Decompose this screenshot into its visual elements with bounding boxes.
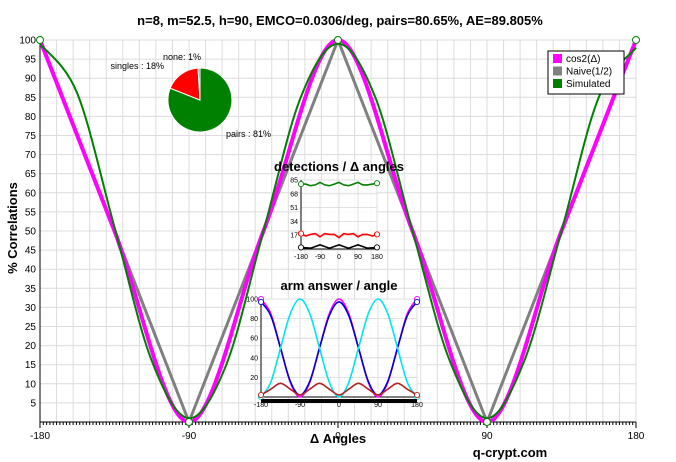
inset-y-tick-label: 40 [250,355,258,362]
inset-y-tick-label: 51 [290,205,298,212]
inset-title: arm answer / angle [280,278,397,293]
inset-x-tick-label: 90 [374,402,382,409]
y-tick-label: 25 [25,322,37,333]
inset-series-3 [260,382,418,396]
inset-series-1 [260,301,418,396]
pie-label-singles: singles : 18% [110,61,164,71]
legend-swatch [553,54,562,63]
pie-slice [197,67,201,101]
inset-y-tick-label: 20 [250,375,258,382]
series-marker [36,36,44,44]
inset-series-1 [300,232,378,239]
y-tick-label: 95 [25,55,37,66]
x-axis-label: Δ Angles [310,431,366,446]
y-tick-label: 75 [25,131,37,142]
series-marker [334,36,342,44]
pie-slice [167,67,233,133]
inset-marker [373,180,381,187]
x-tick-label: 0 [335,431,341,442]
inset-y-tick-label: 60 [250,336,258,343]
series-marker [185,418,193,426]
inset-y-tick-label: 34 [290,219,298,226]
inset-detections: 17 34 51 68 85 -180 -90 0 90 180 detections / Δ an… [274,159,404,261]
inset-x-tick-label: 0 [337,254,341,261]
legend-swatch [553,66,562,76]
y-tick-label: 15 [25,360,37,371]
pie-chart: pairs : 81% singles : 18%none: 1% [110,52,271,139]
inset-x-tick-label: 180 [371,254,383,261]
inset-baseline-bar [261,399,417,403]
y-tick-label: 35 [25,284,37,295]
y-tick-label: 65 [25,169,37,180]
y-tick-label: 80 [25,112,37,123]
inset-series-2 [260,298,418,398]
inset-x-tick-label: 0 [337,402,341,409]
legend: cos2(Δ) Naive(1/2)Simulated [547,50,625,95]
y-tick-label: 60 [25,188,37,199]
y-tick-label: 55 [25,207,37,218]
y-tick-label: 5 [30,398,36,409]
inset-y-tick-label: 80 [250,316,258,323]
inset-x-tick-label: 180 [411,402,423,409]
series-marker [483,418,491,426]
inset-y-tick-label: 68 [290,191,298,198]
y-tick-label: 20 [25,341,37,352]
inset-marker [297,230,305,237]
inset-marker [413,298,421,305]
inset-series-2 [300,244,378,250]
inset-arm-answer: 20 40 60 80 100 -180 -90 0 90 180 arm answer / ang… [246,278,423,409]
y-tick-label: 90 [25,74,37,85]
y-tick-label: 70 [25,150,37,161]
y-tick-label: 10 [25,379,37,390]
main-series [36,36,640,426]
y-tick-label: 100 [19,36,36,47]
x-tick-label: -90 [182,431,197,442]
y-tick-label: 30 [25,303,37,314]
inset-marker [297,181,305,188]
x-tick-label: 180 [628,431,645,442]
y-tick-label: 45 [25,246,37,257]
legend-swatch [553,79,562,88]
watermark: q-crypt.com [473,445,547,460]
inset-y-tick-label: 17 [290,233,298,240]
y-axis-label: % Correlations [5,182,20,274]
inset-x-tick-label: -90 [295,402,305,409]
inset-title: detections / Δ angles [274,159,404,174]
pie-label-pairs: pairs : 81% [226,129,271,139]
pie-label-none: none: 1% [163,52,201,62]
y-tick-label: 50 [25,227,37,238]
inset-series-0 [301,181,378,187]
chart-title: n=8, m=52.5, h=90, EMCO=0.0306/deg, pair… [137,13,543,28]
series-marker [632,36,640,44]
inset-x-tick-label: -90 [315,254,325,261]
inset-marker [297,244,305,251]
inset-marker [257,391,265,399]
inset-x-tick-label: 90 [354,254,362,261]
x-tick-label: 90 [481,431,493,442]
inset-x-tick-label: -180 [254,402,268,409]
inset-marker [373,231,381,238]
main-axes: -180 -90 0 90 180510152025303540455055606570… [19,36,644,443]
inset-marker [373,244,381,251]
legend-label: Simulated [566,79,610,90]
legend-label: Naive(1/2) [566,67,612,78]
y-tick-label: 85 [25,93,37,104]
y-tick-label: 40 [25,265,37,276]
legend-label: cos2(Δ) [566,54,600,65]
inset-x-tick-label: -180 [294,254,308,261]
inset-y-tick-label: 100 [246,297,258,304]
x-tick-label: -180 [30,431,50,442]
inset-y-tick-label: 85 [290,178,298,185]
inset-marker [257,298,265,305]
inset-marker [413,391,421,399]
